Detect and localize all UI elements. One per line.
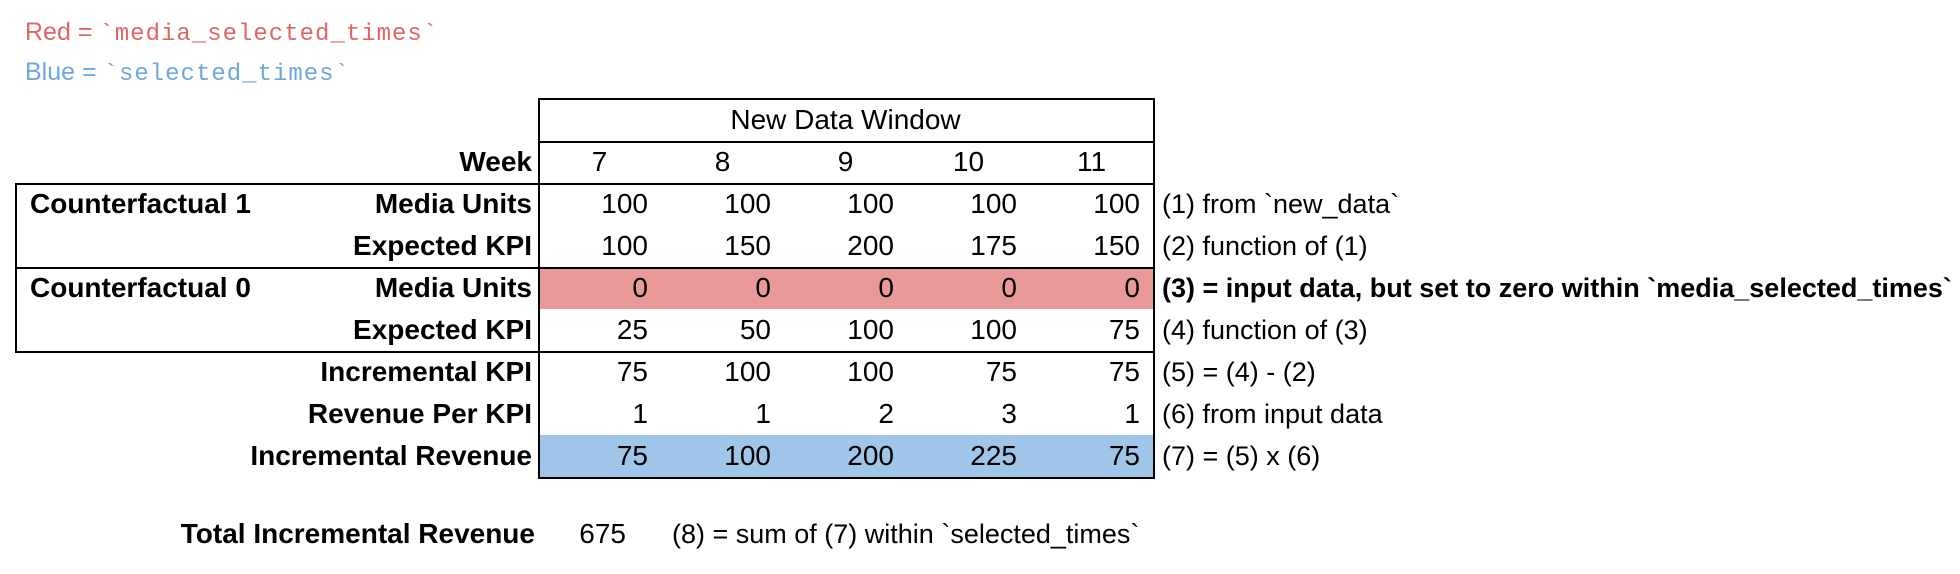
data-cell: 100	[724, 188, 771, 219]
data-cell: 0	[755, 272, 771, 303]
legend-blue-code: `selected_times`	[103, 61, 350, 88]
data-cell: 1	[755, 398, 771, 429]
data-cell: 0	[1001, 272, 1017, 303]
legend-red-label: Red	[25, 18, 71, 46]
week-number-7: 7	[591, 146, 608, 177]
data-cell: 150	[1093, 230, 1140, 261]
data-cell: 100	[724, 440, 771, 471]
annotation-7: (7) = (5) x (6)	[1162, 441, 1321, 471]
table-border-line	[538, 477, 1155, 479]
data-cell: 100	[847, 356, 894, 387]
week-number-8: 8	[714, 146, 731, 177]
week-number-row: 7 8 9 10 11	[538, 141, 1153, 183]
annotation-2: (2) function of (1)	[1162, 231, 1368, 261]
data-row-incremental-revenue: 75 100 200 225 75	[538, 435, 1153, 477]
legend-blue-line: Blue = `selected_times`	[25, 52, 438, 92]
week-number-10: 10	[952, 146, 985, 177]
data-cell: 225	[970, 440, 1017, 471]
legend-red-code: `media_selected_times`	[99, 21, 439, 48]
annotation-6: (6) from input data	[1162, 399, 1383, 429]
row-label-incremental-kpi: Incremental KPI	[320, 356, 532, 387]
data-row-media-units: 100 100 100 100 100	[538, 183, 1153, 225]
data-cell: 100	[970, 188, 1017, 219]
legend-blue-equals: =	[75, 58, 104, 86]
week-number-11: 11	[1076, 146, 1107, 177]
total-incremental-revenue-value: 675	[579, 518, 626, 549]
legend-red-equals: =	[70, 18, 100, 46]
data-row-expected-kpi: 100 150 200 175 150	[538, 225, 1153, 267]
data-cell: 200	[847, 230, 894, 261]
row-label-media-units: Media Units	[374, 188, 532, 219]
data-cell: 0	[632, 272, 648, 303]
color-legend: Red = `media_selected_times` Blue = `sel…	[25, 12, 438, 92]
data-cell: 25	[616, 314, 648, 345]
total-annotation: (8) = sum of (7) within `selected_times`	[672, 519, 1140, 549]
data-cell: 75	[1108, 356, 1140, 387]
table-border-line	[15, 351, 1155, 353]
annotation-3: (3) = input data, but set to zero within…	[1162, 273, 1952, 303]
data-row-revenue-per-kpi: 1 1 2 3 1	[538, 393, 1153, 435]
table-border-line	[15, 183, 1155, 185]
data-cell: 200	[847, 440, 894, 471]
data-cell: 100	[847, 314, 894, 345]
total-incremental-revenue-label: Total Incremental Revenue	[180, 518, 535, 549]
data-cell: 1	[632, 398, 648, 429]
row-label-incremental-revenue: Incremental Revenue	[250, 440, 532, 471]
table-border-line	[1153, 98, 1155, 479]
table-border-line	[538, 98, 540, 479]
data-cell: 3	[1001, 398, 1017, 429]
section-label-counterfactual-1: Counterfactual 1	[30, 188, 251, 219]
table-header-new-data-window: New Data Window	[730, 104, 961, 135]
data-cell: 75	[1108, 314, 1140, 345]
data-row-expected-kpi: 25 50 100 100 75	[538, 309, 1153, 351]
data-cell: 100	[601, 188, 648, 219]
data-cell: 0	[878, 272, 894, 303]
data-row-media-units: 0 0 0 0 0	[538, 267, 1153, 309]
data-cell: 75	[616, 356, 648, 387]
data-cell: 75	[985, 356, 1017, 387]
annotation-4: (4) function of (3)	[1162, 315, 1368, 345]
section-label-counterfactual-0: Counterfactual 0	[30, 272, 251, 303]
data-cell: 0	[1124, 272, 1140, 303]
annotation-1: (1) from `new_data`	[1162, 189, 1400, 219]
data-cell: 75	[1108, 440, 1140, 471]
row-label-expected-kpi: Expected KPI	[353, 314, 532, 345]
row-label-expected-kpi: Expected KPI	[353, 230, 532, 261]
data-cell: 75	[616, 440, 648, 471]
annotation-5: (5) = (4) - (2)	[1162, 357, 1316, 387]
data-cell: 100	[970, 314, 1017, 345]
data-cell: 1	[1124, 398, 1140, 429]
data-cell: 100	[1093, 188, 1140, 219]
data-row-incremental-kpi: 75 100 100 75 75	[538, 351, 1153, 393]
row-label-media-units: Media Units	[374, 272, 532, 303]
row-label-revenue-per-kpi: Revenue Per KPI	[307, 398, 532, 429]
table-border-line	[15, 183, 17, 353]
table-border-line	[538, 141, 1155, 143]
table-border-line	[15, 267, 1155, 269]
legend-red-line: Red = `media_selected_times`	[25, 12, 438, 52]
data-cell: 175	[970, 230, 1017, 261]
data-cell: 100	[601, 230, 648, 261]
data-cell: 100	[847, 188, 894, 219]
legend-blue-label: Blue	[25, 58, 76, 86]
week-row-label: Week	[459, 146, 532, 177]
data-cell: 150	[724, 230, 771, 261]
week-number-9: 9	[837, 146, 854, 177]
data-cell: 100	[724, 356, 771, 387]
data-cell: 50	[739, 314, 771, 345]
data-cell: 2	[878, 398, 894, 429]
table-border-line	[538, 98, 1155, 100]
